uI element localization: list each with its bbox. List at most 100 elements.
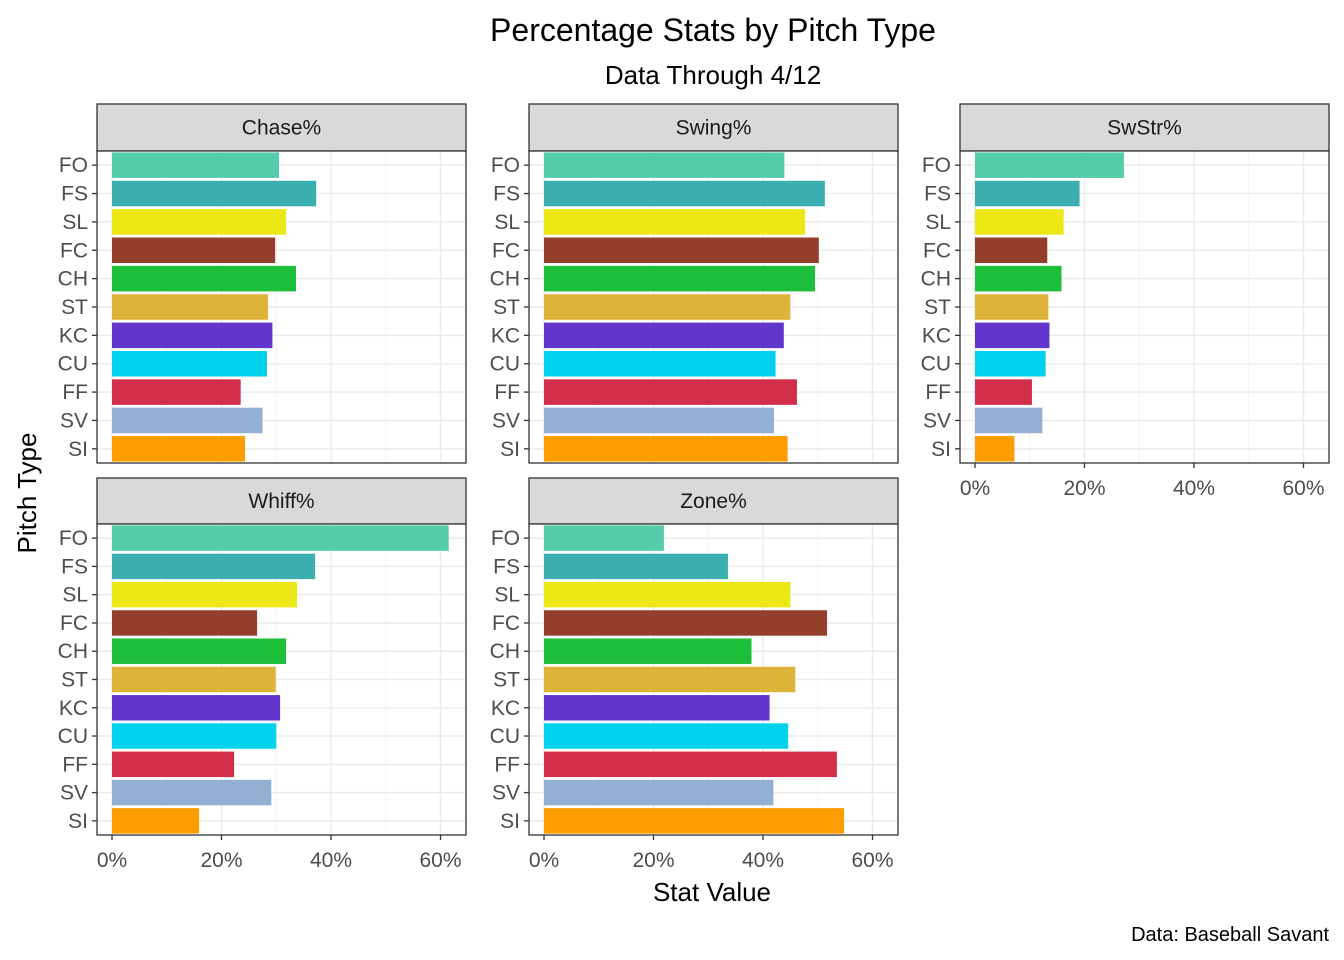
y-tick-label: KC — [491, 324, 520, 347]
bar-cu — [112, 350, 267, 377]
bar-fc — [975, 237, 1048, 264]
bar-si — [975, 436, 1015, 462]
y-tick-label: FF — [62, 381, 88, 404]
y-tick-label: FF — [925, 381, 951, 404]
y-tick-label: SV — [60, 782, 88, 805]
bar-fs — [112, 553, 316, 580]
y-tick-label: FF — [494, 381, 520, 404]
bar-ch — [544, 638, 752, 664]
facet-strip — [528, 103, 899, 152]
y-tick-label: CU — [58, 353, 88, 376]
facet-label: Zone% — [680, 490, 747, 513]
y-tick-label: FC — [60, 612, 88, 635]
y-tick-label: SV — [492, 409, 520, 432]
x-tick-label: 20% — [200, 849, 242, 872]
bar-st — [112, 666, 276, 693]
bar-sl — [975, 209, 1064, 235]
facet-strip — [96, 477, 467, 525]
bar-fo — [975, 152, 1124, 178]
bar-ff — [544, 379, 797, 405]
bar-ch — [112, 638, 287, 664]
facet-label: SwStr% — [1107, 117, 1182, 140]
x-tick-label: 0% — [97, 849, 127, 872]
x-tick-label: 40% — [310, 849, 352, 872]
y-tick-label: ST — [924, 296, 951, 319]
bar-st — [544, 294, 791, 320]
panel-zone-pct: Zone% FO FS SL FC CH ST KC CU FF SV SI 0% 20% 40% 60% — [490, 477, 899, 872]
y-tick-label: FF — [494, 753, 520, 776]
panel-whiff-pct: Whiff% FO FS SL FC CH ST KC CU FF SV SI 0% 20% 40% 60% — [58, 477, 467, 872]
bar-sl — [112, 209, 287, 235]
facet-label: Whiff% — [248, 490, 314, 513]
bar-sv — [975, 407, 1043, 434]
bar-cu — [112, 723, 277, 749]
bar-fo — [112, 152, 279, 178]
bar-ff — [112, 751, 235, 778]
y-tick-label: CU — [490, 725, 520, 748]
bar-cu — [544, 350, 776, 377]
y-tick-label: FC — [923, 239, 951, 262]
x-tick-label: 60% — [419, 849, 461, 872]
bar-cu — [544, 723, 789, 749]
y-tick-label: SI — [68, 810, 88, 833]
y-tick-label: SL — [62, 584, 88, 607]
bar-fc — [544, 237, 819, 264]
y-tick-label: FC — [492, 612, 520, 635]
bar-fs — [112, 180, 317, 207]
caption: Data: Baseball Savant — [1131, 924, 1329, 946]
panel-chase-pct: Chase% FO FS SL FC CH ST KC CU FF SV SI — [58, 103, 467, 464]
y-tick-label: FS — [61, 183, 88, 206]
bar-fs — [544, 180, 825, 207]
x-tick-label: 60% — [851, 849, 893, 872]
bar-fs — [544, 553, 728, 580]
bar-ff — [544, 751, 837, 778]
bar-sv — [112, 779, 272, 806]
y-tick-label: CH — [921, 268, 951, 291]
y-tick-label: KC — [59, 697, 88, 720]
y-tick-label: FC — [492, 239, 520, 262]
y-tick-label: FS — [61, 555, 88, 578]
x-tick-label: 60% — [1282, 477, 1324, 500]
x-tick-label: 0% — [529, 849, 559, 872]
x-tick-label: 40% — [742, 849, 784, 872]
y-tick-label: FO — [922, 154, 951, 177]
y-tick-label: SI — [500, 810, 520, 833]
y-tick-label: SI — [68, 438, 88, 461]
bar-fs — [975, 180, 1080, 207]
facet-strip — [528, 477, 899, 525]
y-tick-label: SL — [925, 211, 951, 234]
bar-si — [544, 808, 845, 834]
bar-st — [112, 294, 269, 320]
bar-fo — [112, 525, 449, 551]
y-tick-label: SI — [931, 438, 951, 461]
y-tick-label: CH — [58, 640, 88, 663]
y-tick-label: CU — [490, 353, 520, 376]
x-tick-label: 20% — [632, 849, 674, 872]
bar-fc — [544, 610, 828, 636]
bar-si — [112, 808, 200, 834]
bar-cu — [975, 350, 1046, 377]
y-tick-label: SI — [500, 438, 520, 461]
bar-ch — [975, 265, 1062, 292]
y-tick-label: SV — [923, 409, 951, 432]
bar-sl — [544, 209, 806, 235]
bar-sv — [544, 779, 774, 806]
y-tick-label: SL — [494, 584, 520, 607]
y-tick-label: CH — [58, 268, 88, 291]
facet-label: Swing% — [676, 117, 752, 140]
bar-ch — [544, 265, 816, 292]
bar-kc — [975, 322, 1050, 349]
bar-ff — [112, 379, 241, 405]
y-tick-label: CU — [921, 353, 951, 376]
bar-sv — [544, 407, 774, 434]
x-axis-title: Stat Value — [653, 877, 771, 907]
x-tick-label: 40% — [1173, 477, 1215, 500]
y-tick-label: FS — [493, 183, 520, 206]
y-tick-label: ST — [493, 296, 520, 319]
bar-st — [544, 666, 796, 693]
y-tick-label: FO — [59, 527, 88, 550]
y-axis-title: Pitch Type — [12, 433, 42, 554]
y-tick-label: ST — [61, 669, 88, 692]
bar-si — [112, 436, 246, 462]
